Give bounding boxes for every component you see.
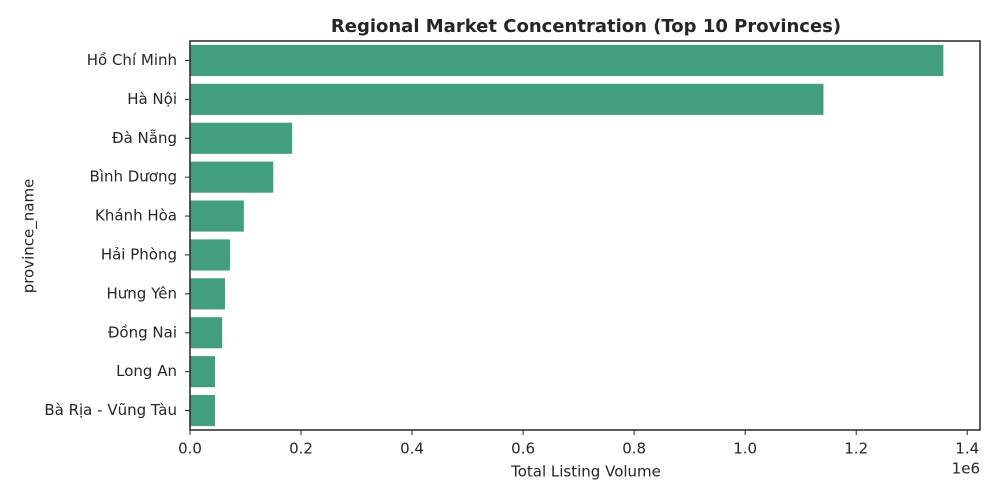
- bar: [190, 44, 944, 77]
- x-tick-label: 0.6: [511, 440, 535, 458]
- y-axis-label: province_name: [20, 179, 39, 294]
- y-tick-label: Long An: [116, 362, 177, 380]
- x-tick-label: 0.8: [622, 440, 646, 458]
- x-tick-label: 1.2: [844, 440, 868, 458]
- x-tick-label: 1.0: [733, 440, 757, 458]
- x-tick-label: 0.4: [400, 440, 424, 458]
- y-tick-label: Bình Dương: [89, 168, 177, 186]
- x-offset-label: 1e6: [952, 460, 980, 478]
- x-tick-label: 1.4: [955, 440, 979, 458]
- bar: [190, 122, 293, 154]
- y-tick-label: Đồng Nai: [108, 323, 177, 341]
- bar: [190, 317, 223, 349]
- bar: [190, 83, 824, 115]
- chart-title: Regional Market Concentration (Top 10 Pr…: [331, 16, 841, 37]
- bar: [190, 239, 230, 271]
- x-tick-label: 0.2: [289, 440, 313, 458]
- bar: [190, 394, 215, 427]
- y-tick-label: Bà Rịa - Vũng Tàu: [44, 401, 177, 419]
- y-tick-label: Hưng Yên: [107, 284, 178, 302]
- y-tick-label: Khánh Hòa: [95, 207, 177, 225]
- bar: [190, 161, 274, 193]
- x-tick-label: 0.0: [178, 440, 202, 458]
- y-tick-label: Hồ Chí Minh: [87, 51, 177, 69]
- bar: [190, 200, 244, 232]
- bar: [190, 278, 225, 310]
- y-tick-label: Hà Nội: [127, 90, 177, 108]
- y-tick-label: Đà Nẵng: [112, 129, 177, 147]
- y-tick-label: Hải Phòng: [101, 245, 177, 263]
- bar: [190, 356, 215, 388]
- plot-frame: [189, 40, 981, 431]
- x-axis-label: Total Listing Volume: [510, 463, 661, 481]
